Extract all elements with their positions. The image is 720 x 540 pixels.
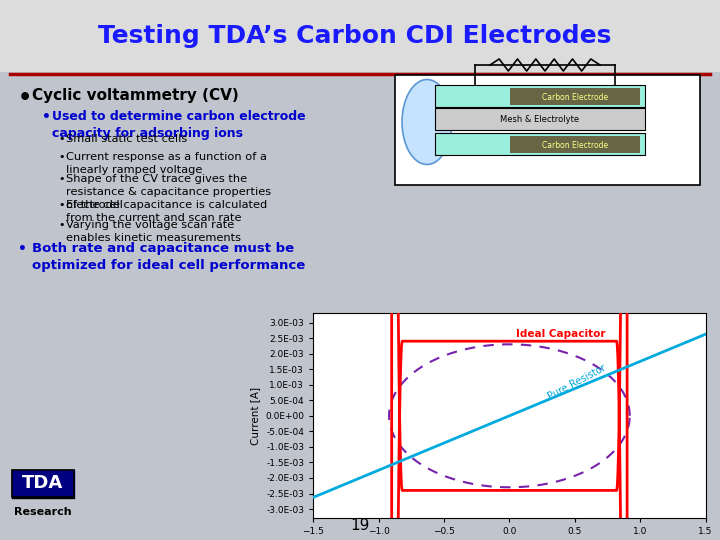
Text: TDA: TDA — [22, 474, 63, 492]
Text: •: • — [42, 110, 51, 124]
Text: 19: 19 — [351, 518, 369, 534]
Bar — [435, 133, 645, 155]
Text: Pure Resistor: Pure Resistor — [546, 363, 608, 402]
Text: •: • — [18, 88, 32, 108]
Text: Shape of the CV trace gives the
resistance & capacitance properties
of the cell: Shape of the CV trace gives the resistan… — [66, 174, 271, 210]
Bar — [0, 0, 720, 72]
Text: Small static test cells: Small static test cells — [66, 134, 187, 144]
Text: Varying the voltage scan rate
enables kinetic measurements: Varying the voltage scan rate enables ki… — [66, 220, 241, 243]
Text: Ideal Capacitor: Ideal Capacitor — [516, 328, 606, 339]
Ellipse shape — [402, 79, 452, 165]
Text: Current response as a function of a
linearly ramped voltage: Current response as a function of a line… — [66, 152, 267, 175]
Bar — [510, 88, 640, 105]
Bar — [12, 470, 73, 497]
Y-axis label: Current [A]: Current [A] — [250, 387, 260, 445]
Text: •: • — [58, 134, 65, 144]
Text: •: • — [58, 174, 65, 184]
Bar — [395, 75, 700, 185]
Text: Used to determine carbon electrode
capacity for adsorbing ions: Used to determine carbon electrode capac… — [52, 110, 305, 140]
Text: •: • — [18, 242, 27, 256]
Text: •: • — [58, 200, 65, 210]
Bar — [12, 470, 73, 497]
Text: Carbon Electrode: Carbon Electrode — [542, 92, 608, 102]
Text: Carbon Electrode: Carbon Electrode — [542, 140, 608, 150]
Text: •: • — [58, 220, 65, 230]
Text: •: • — [58, 152, 65, 162]
Bar — [510, 136, 640, 153]
Text: Research: Research — [14, 507, 72, 517]
Text: Both rate and capacitance must be
optimized for ideal cell performance: Both rate and capacitance must be optimi… — [32, 242, 305, 272]
Text: Mesh & Electrolyte: Mesh & Electrolyte — [500, 114, 580, 124]
Text: Electrode capacitance is calculated
from the current and scan rate: Electrode capacitance is calculated from… — [66, 200, 267, 223]
Bar — [435, 85, 645, 107]
Text: Testing TDA’s Carbon CDI Electrodes: Testing TDA’s Carbon CDI Electrodes — [99, 24, 612, 48]
Bar — [435, 108, 645, 130]
Text: Cyclic voltammetry (CV): Cyclic voltammetry (CV) — [32, 88, 239, 103]
